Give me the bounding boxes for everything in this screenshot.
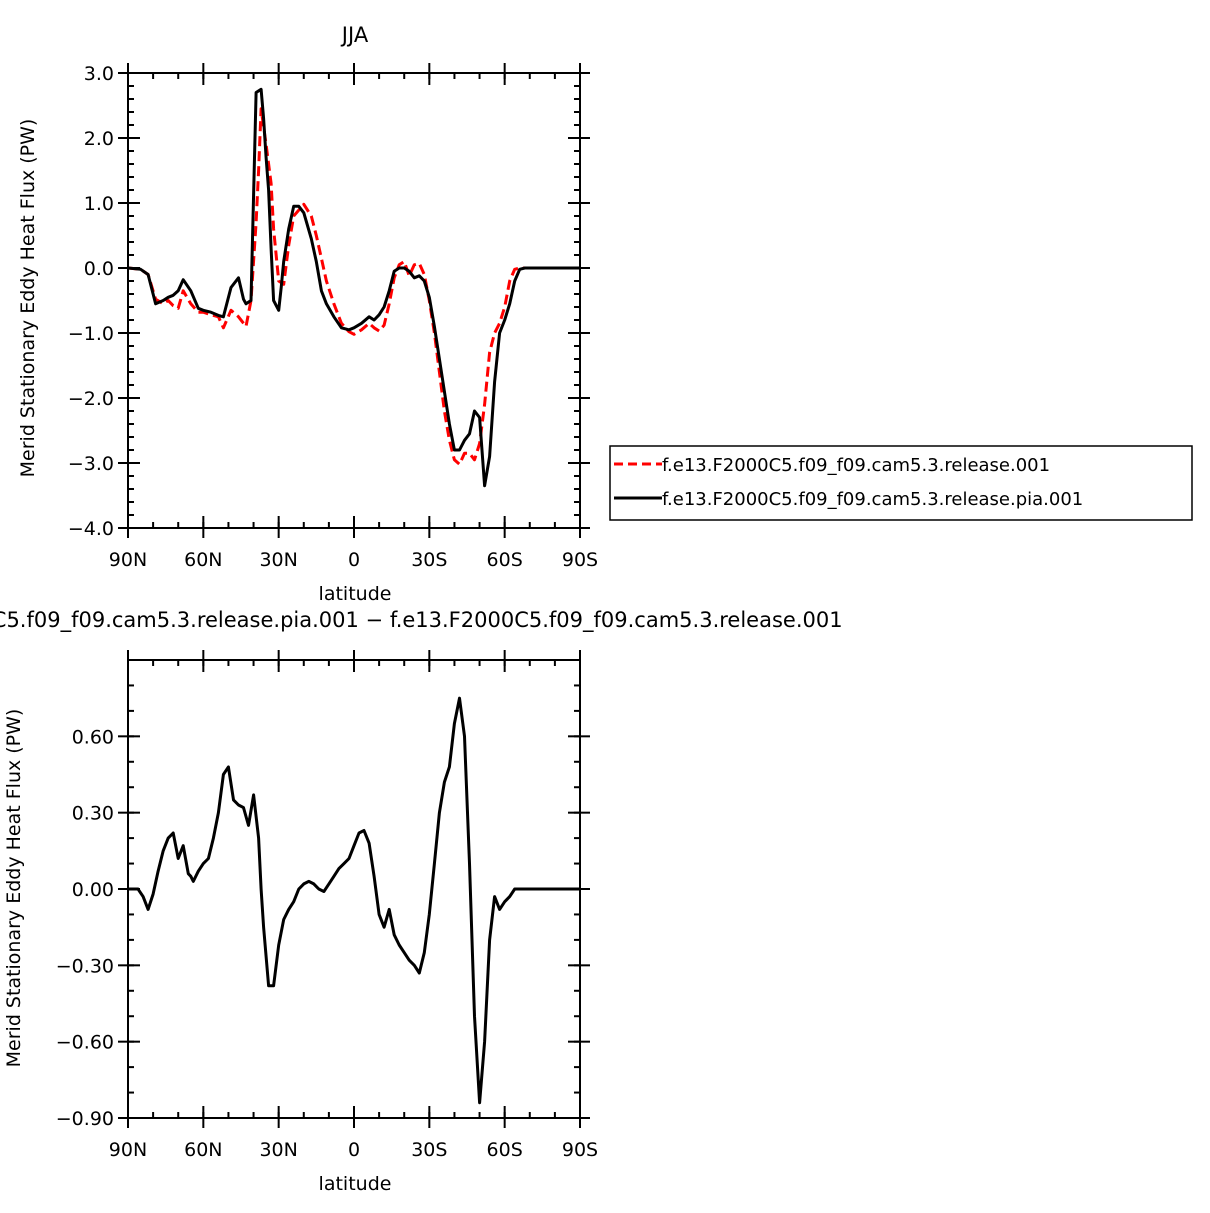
top-y-axis-label: Merid Stationary Eddy Heat Flux (PW) [17, 119, 39, 478]
legend-label-release-pia-001: f.e13.F2000C5.f09_f09.cam5.3.release.pia… [662, 489, 1083, 510]
bottom-series-line-0 [128, 696, 580, 1105]
bottom-x-tick-label: 60S [487, 1139, 523, 1161]
bottom-plot-area: 90N 60N 30N 0 30S 60S 90S −0.90 −0.60 −0.30 0.00 0.… [56, 650, 598, 1161]
top-y-tick-label: 1.0 [84, 193, 114, 215]
bottom-x-axis-label: latitude [319, 1173, 392, 1195]
bottom-chart-panel: f.e13.F2000C5.f09_f09.cam5.3.release.pia… [0, 608, 843, 1195]
bottom-y-tick-label: −0.30 [56, 955, 114, 977]
legend-box [609, 445, 1193, 521]
top-chart-panel: JJA 90N 60N 30N 0 30S 60S 90S −4.0 −3.0 −2.0 −1.0 0… [17, 23, 1193, 605]
bottom-y-axis-label: Merid Stationary Eddy Heat Flux (PW) [3, 709, 25, 1068]
top-y-tick-label: 0.0 [84, 258, 114, 280]
top-legend: f.e13.F2000C5.f09_f09.cam5.3.release.001… [609, 445, 1193, 521]
bottom-x-tick-label: 0 [348, 1139, 360, 1161]
top-x-tick-label: 90S [562, 549, 598, 571]
top-x-tick-label: 60N [184, 549, 222, 571]
top-series-line-1 [128, 87, 580, 488]
top-x-tick-label: 0 [348, 549, 360, 571]
top-x-tick-label: 30N [259, 549, 297, 571]
top-y-tick-label: −4.0 [68, 518, 114, 540]
bottom-x-tick-label: 30S [411, 1139, 447, 1161]
bottom-x-tick-label: 90N [109, 1139, 147, 1161]
top-x-tick-label: 90N [109, 549, 147, 571]
top-y-tick-label: 2.0 [84, 128, 114, 150]
top-y-tick-label: −3.0 [68, 453, 114, 475]
bottom-x-tick-label: 60N [184, 1139, 222, 1161]
bottom-chart-title: f.e13.F2000C5.f09_f09.cam5.3.release.pia… [0, 608, 843, 633]
bottom-y-tick-label: −0.60 [56, 1032, 114, 1054]
top-y-tick-label: 3.0 [84, 63, 114, 85]
top-x-tick-label: 60S [487, 549, 523, 571]
legend-label-release-001: f.e13.F2000C5.f09_f09.cam5.3.release.001 [662, 455, 1050, 476]
bottom-y-tick-label: 0.00 [72, 879, 114, 901]
bottom-x-tick-label: 30N [259, 1139, 297, 1161]
bottom-y-tick-label: 0.60 [72, 726, 114, 748]
top-series-line-0 [128, 107, 580, 466]
top-chart-title: JJA [340, 23, 369, 47]
top-y-tick-label: −1.0 [68, 323, 114, 345]
bottom-plot-frame [127, 659, 581, 1119]
bottom-x-tick-label: 90S [562, 1139, 598, 1161]
bottom-y-tick-label: −0.90 [56, 1108, 114, 1130]
bottom-y-tick-label: 0.30 [72, 803, 114, 825]
top-plot-area: 90N 60N 30N 0 30S 60S 90S −4.0 −3.0 −2.0 −1.0 0.0 1.… [68, 63, 598, 571]
top-x-tick-label: 30S [411, 549, 447, 571]
top-y-tick-label: −2.0 [68, 388, 114, 410]
top-x-axis-label: latitude [319, 583, 392, 605]
